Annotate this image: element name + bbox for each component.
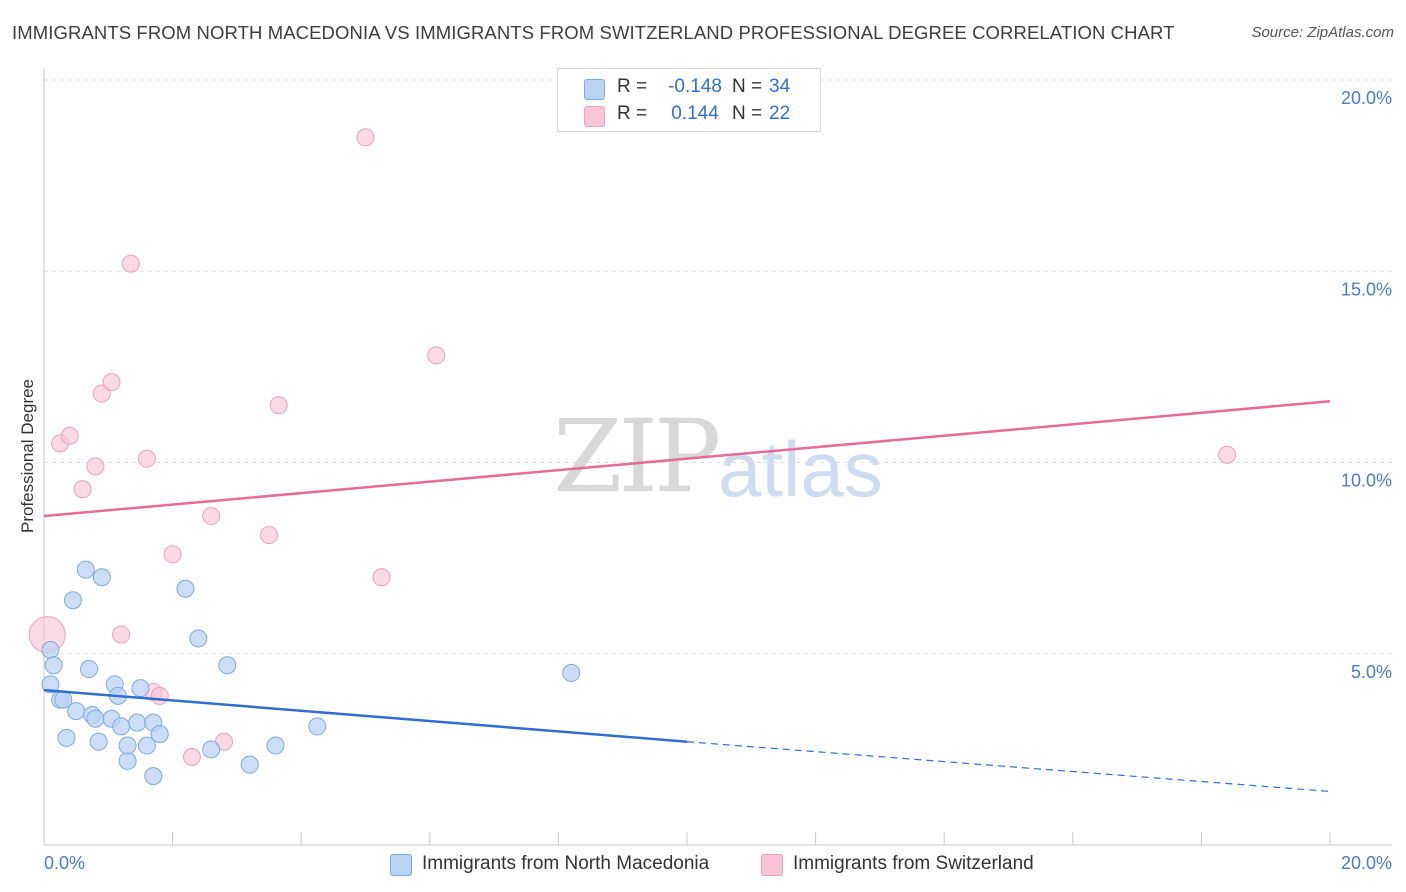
- point-switzerland: [121, 254, 140, 273]
- point-switzerland: [102, 373, 121, 392]
- point-north-macedonia: [76, 560, 95, 579]
- point-north-macedonia: [80, 660, 99, 679]
- point-north-macedonia: [41, 640, 60, 659]
- point-north-macedonia: [266, 736, 285, 755]
- point-switzerland: [163, 545, 182, 564]
- point-north-macedonia: [41, 675, 60, 694]
- y-tick-label: 20.0%: [1341, 88, 1392, 108]
- legend-r-label: R =: [617, 103, 648, 124]
- point-north-macedonia: [118, 751, 137, 770]
- point-north-macedonia: [67, 702, 86, 721]
- point-switzerland: [60, 426, 79, 445]
- point-switzerland: [372, 568, 391, 587]
- legend-swatch-pink: [584, 106, 605, 127]
- legend-n-label: N =: [732, 76, 763, 97]
- legend-swatch-blue: [584, 79, 605, 100]
- point-north-macedonia: [137, 736, 156, 755]
- point-north-macedonia: [89, 732, 108, 751]
- trendline-north-macedonia-extension: [686, 741, 1331, 793]
- watermark-atlas: atlas: [718, 425, 883, 513]
- point-north-macedonia: [240, 755, 259, 774]
- chart-title: IMMIGRANTS FROM NORTH MACEDONIA VS IMMIG…: [12, 22, 1175, 43]
- point-switzerland: [202, 507, 221, 526]
- point-north-macedonia: [131, 679, 150, 698]
- point-switzerland: [356, 128, 375, 147]
- point-north-macedonia: [562, 663, 581, 682]
- point-north-macedonia: [57, 728, 76, 747]
- correlation-legend: R = -0.148 N = 34 R = 0.144 N = 22: [557, 68, 821, 132]
- y-tick-label: 10.0%: [1341, 471, 1392, 491]
- point-switzerland: [86, 457, 105, 476]
- point-switzerland: [150, 686, 169, 705]
- point-north-macedonia: [144, 767, 163, 786]
- point-switzerland: [92, 384, 111, 403]
- bottom-legend-swatch-pink: [761, 854, 783, 876]
- legend-r-label: R =: [617, 76, 648, 97]
- y-tick-label: 5.0%: [1351, 662, 1392, 682]
- bottom-legend-swatch-blue: [390, 854, 412, 876]
- point-north-macedonia: [189, 629, 208, 648]
- point-north-macedonia: [202, 740, 221, 759]
- legend-n-value: 22: [769, 103, 791, 124]
- point-north-macedonia: [128, 713, 147, 732]
- bottom-legend-label: Immigrants from North Macedonia: [422, 853, 710, 874]
- watermark-zip: ZIP: [553, 398, 721, 515]
- legend-r-value: 0.144: [671, 103, 719, 124]
- point-switzerland: [427, 346, 446, 365]
- point-switzerland: [269, 396, 288, 415]
- point-north-macedonia: [118, 736, 137, 755]
- point-north-macedonia: [86, 709, 105, 728]
- bottom-legend-label: Immigrants from Switzerland: [793, 853, 1034, 874]
- point-north-macedonia: [308, 717, 327, 736]
- trendline-switzerland: [43, 400, 1331, 518]
- point-switzerland: [260, 526, 279, 545]
- point-switzerland: [182, 748, 201, 767]
- point-switzerland: [73, 480, 92, 499]
- source-credit: Source: ZipAtlas.com: [1251, 24, 1394, 41]
- point-north-macedonia: [176, 579, 195, 598]
- point-switzerland: [137, 449, 156, 468]
- legend-n-label: N =: [732, 103, 763, 124]
- point-switzerland: [1218, 445, 1237, 464]
- point-north-macedonia: [44, 656, 63, 675]
- point-north-macedonia: [150, 725, 169, 744]
- x-tick-label: 20.0%: [1341, 853, 1392, 873]
- point-switzerland: [112, 625, 131, 644]
- point-north-macedonia: [218, 656, 237, 675]
- legend-n-value: 34: [769, 76, 791, 97]
- point-north-macedonia: [112, 717, 131, 736]
- y-tick-label: 15.0%: [1341, 279, 1392, 299]
- legend-r-value: -0.148: [668, 76, 722, 97]
- x-tick-label: 0.0%: [44, 853, 85, 873]
- point-north-macedonia: [92, 568, 111, 587]
- trendline-north-macedonia: [43, 688, 688, 743]
- point-north-macedonia: [63, 591, 82, 610]
